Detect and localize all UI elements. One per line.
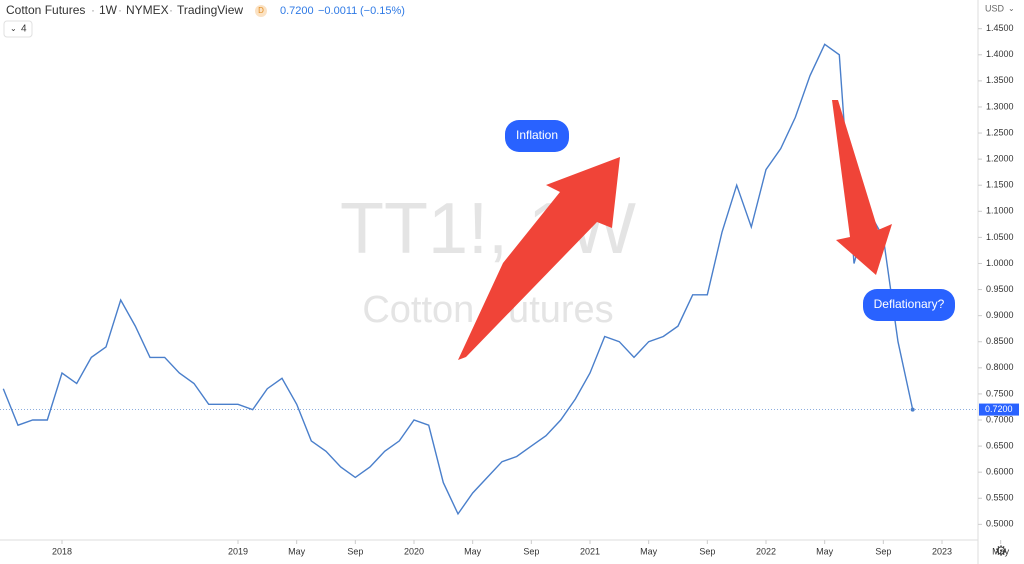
- indicator-toggle[interactable]: [3, 20, 33, 38]
- x-tick-label: May: [640, 546, 658, 556]
- x-tick-label: May: [816, 546, 834, 556]
- x-tick-label: May: [464, 546, 482, 556]
- x-tick-label: Sep: [699, 546, 715, 556]
- x-tick-label: 2020: [404, 546, 424, 556]
- last-price-box: [979, 403, 1019, 416]
- x-tick-label: Sep: [347, 546, 363, 556]
- change-pct: (−0.15%): [360, 5, 405, 17]
- y-tick-label: 0.7000: [986, 414, 1014, 424]
- interval: 1W: [99, 3, 118, 17]
- settings-icon[interactable]: ⚙: [995, 543, 1008, 559]
- last-price-label: 0.7200: [985, 404, 1013, 414]
- y-tick-label: 1.0500: [986, 232, 1014, 242]
- x-tick-label: 2022: [756, 546, 776, 556]
- y-tick-label: 0.6000: [986, 467, 1014, 477]
- y-tick-label: 1.4000: [986, 49, 1014, 59]
- y-tick-label: 1.0000: [986, 258, 1014, 268]
- source: TradingView: [177, 3, 243, 17]
- y-tick-label: 0.8500: [986, 336, 1014, 346]
- x-tick-label: Sep: [875, 546, 891, 556]
- y-tick-label: 1.3000: [986, 101, 1014, 111]
- x-tick-label: 2023: [932, 546, 952, 556]
- y-tick-label: 0.8000: [986, 362, 1014, 372]
- x-tick-label: 2021: [580, 546, 600, 556]
- annotation-bubble: [863, 289, 955, 321]
- badge: D: [258, 6, 264, 15]
- y-tick-label: 1.2000: [986, 154, 1014, 164]
- symbol: Cotton Futures: [6, 3, 85, 17]
- y-tick-label: 0.5500: [986, 493, 1014, 503]
- y-tick-label: 1.4500: [986, 23, 1014, 33]
- exchange: NYMEX: [126, 3, 169, 17]
- x-tick-label: Sep: [523, 546, 539, 556]
- arrow-up: [458, 157, 620, 360]
- y-tick-label: 0.5000: [986, 519, 1014, 529]
- badge-circle: [255, 5, 267, 17]
- indicator-count: 4: [21, 24, 27, 35]
- y-tick-label: 0.9000: [986, 310, 1014, 320]
- annotation-bubble: [505, 120, 569, 152]
- x-tick-label: 2018: [52, 546, 72, 556]
- annotation: Deflationary?: [874, 297, 945, 311]
- arrow-down: [832, 100, 892, 275]
- annotation: Inflation: [516, 128, 558, 142]
- change: −0.0011: [318, 5, 357, 17]
- separator: ·: [91, 3, 95, 17]
- price-line: [2, 43, 914, 516]
- x-tick-label: 2019: [228, 546, 248, 556]
- y-tick-label: 0.7500: [986, 388, 1014, 398]
- y-tick-label: 1.3500: [986, 75, 1014, 85]
- x-tick-label: May: [992, 546, 1010, 556]
- chevron: ⌄: [10, 24, 17, 33]
- last-point: [910, 407, 915, 412]
- y-tick-label: 1.1500: [986, 180, 1014, 190]
- x-tick-label: May: [288, 546, 306, 556]
- y-tick-label: 1.2500: [986, 127, 1014, 137]
- y-tick-label: 1.1000: [986, 206, 1014, 216]
- marks: [0, 43, 978, 516]
- currency-menu[interactable]: ⌄: [1008, 4, 1015, 13]
- price: 0.7200: [280, 5, 314, 17]
- y-tick-label: 0.9500: [986, 284, 1014, 294]
- y-tick-label: 0.6500: [986, 440, 1014, 450]
- currency: USD: [985, 3, 1005, 13]
- separator: ·: [169, 3, 173, 17]
- separator: ·: [118, 3, 122, 17]
